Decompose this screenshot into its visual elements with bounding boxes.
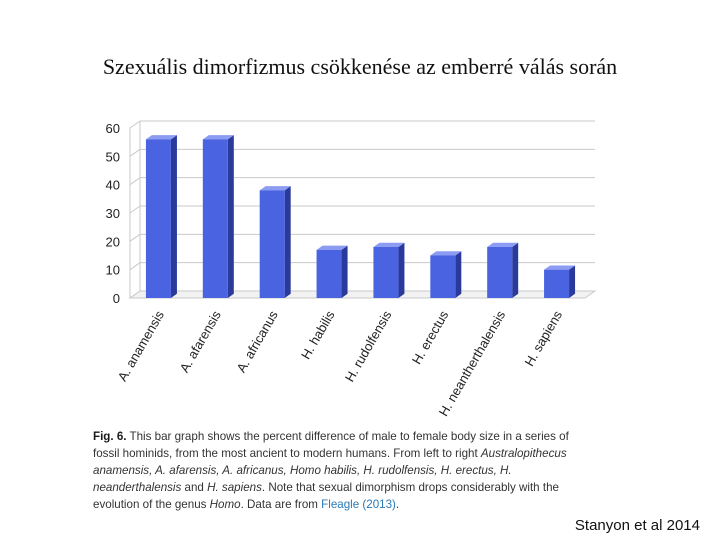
bar-side xyxy=(341,245,348,298)
caption-reference-link[interactable]: Fleagle (2013) xyxy=(321,498,396,511)
figure-label: Fig. 6. xyxy=(93,430,127,443)
bar-top xyxy=(544,265,576,270)
caption-text-2: and xyxy=(181,481,208,494)
bar-top xyxy=(259,186,291,191)
figure-caption: Fig. 6. This bar graph shows the percent… xyxy=(93,428,598,513)
caption-text-3: . Note that sexual dimorphism drops cons… xyxy=(93,481,559,511)
bar-top xyxy=(316,245,348,250)
slide-credit: Stanyon et al 2014 xyxy=(574,517,700,534)
bar-side xyxy=(512,242,519,298)
bar-top xyxy=(373,242,405,247)
x-tick-label: H. rudolfensis xyxy=(342,308,395,385)
gridline-depth xyxy=(129,120,141,129)
bar-chart: 0 10 20 30 40 50 60 A. anamensis A. afarensis A. … xyxy=(85,110,605,420)
gridline-depth xyxy=(129,205,141,214)
bar-chart-svg: 0 10 20 30 40 50 60 A. anamensis A. afarensis A. … xyxy=(106,120,597,419)
bar xyxy=(259,190,285,298)
caption-species-list: Australopithecus anamensis, A. afarensis… xyxy=(93,447,567,494)
y-tick-label: 30 xyxy=(106,206,120,221)
x-tick-label: H. habilis xyxy=(298,308,338,362)
bar-top xyxy=(202,135,234,140)
gridline-depth xyxy=(129,148,141,157)
y-tick-label: 60 xyxy=(106,121,120,136)
bar xyxy=(544,269,570,298)
bar xyxy=(487,247,513,298)
gridline-depth xyxy=(129,177,141,186)
bar xyxy=(316,249,342,298)
x-tick-label: A. anamensis xyxy=(115,308,168,384)
x-tick-label: H. neantherthalensis xyxy=(436,308,509,419)
gridline-depth xyxy=(129,233,141,242)
y-tick-label: 50 xyxy=(106,149,120,164)
bar-side xyxy=(227,135,234,298)
chart-floor xyxy=(128,290,597,299)
caption-species-sapiens: H. sapiens xyxy=(207,481,262,494)
caption-text-4: . Data are from xyxy=(240,498,322,511)
x-tick-label: H. sapiens xyxy=(521,308,565,369)
x-tick-label: A. africanus xyxy=(233,308,281,375)
bar xyxy=(145,139,171,298)
bar-top xyxy=(430,251,462,256)
bar-side xyxy=(398,242,405,298)
caption-genus-homo: Homo xyxy=(209,498,241,511)
bar-side xyxy=(455,251,462,298)
bar xyxy=(373,247,399,298)
bar-top xyxy=(145,135,177,140)
caption-text-5: . xyxy=(395,498,400,511)
caption-text-1: This bar graph shows the percent differe… xyxy=(93,430,569,460)
y-tick-label: 10 xyxy=(106,263,120,278)
y-tick-label: 0 xyxy=(113,291,120,306)
y-tick-label: 40 xyxy=(106,178,120,193)
bar-side xyxy=(170,135,177,298)
bar xyxy=(202,139,228,298)
bar-side xyxy=(284,186,291,298)
y-tick-label: 20 xyxy=(106,234,120,249)
bar xyxy=(430,255,456,298)
slide-title: Szexuális dimorfizmus csökkenése az embe… xyxy=(102,54,618,79)
bar-top xyxy=(487,242,519,247)
x-tick-label: A. afarensis xyxy=(177,308,225,375)
gridline-depth xyxy=(129,262,141,271)
x-tick-label: H. erectus xyxy=(409,308,452,367)
bar-side xyxy=(569,265,576,298)
